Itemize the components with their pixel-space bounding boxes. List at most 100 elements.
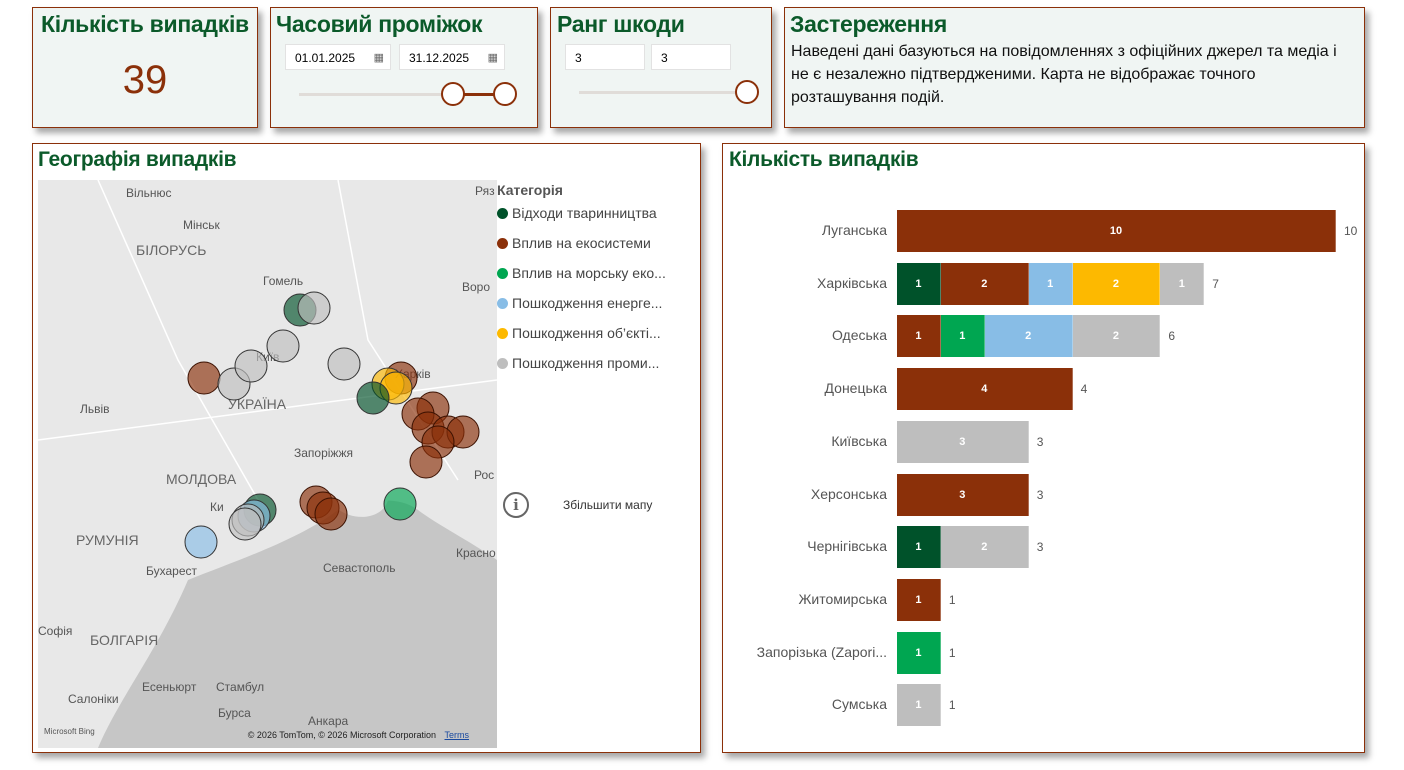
map-place-label: Бурса (218, 706, 251, 720)
map-place-label: БОЛГАРІЯ (90, 632, 159, 648)
bar-total-label: 4 (1080, 382, 1088, 397)
legend-label: Пошкодження об’єкті... (512, 325, 661, 341)
map-place-label: БІЛОРУСЬ (136, 242, 207, 258)
bar-segment[interactable]: 4 (897, 368, 1073, 411)
bar-segment[interactable]: 1 (897, 578, 941, 621)
bar-segment[interactable]: 1 (897, 631, 941, 674)
map-place-label: Рос (474, 468, 495, 482)
chart-title: Кількість випадків (729, 148, 919, 171)
map-place-label: МОЛДОВА (166, 471, 237, 487)
map-place-label: Бухарест (146, 564, 197, 578)
map-title: Географія випадків (38, 148, 237, 171)
map-place-label: Салоніки (68, 692, 119, 706)
legend-item[interactable]: Вплив на екосистеми (497, 228, 666, 258)
legend-label: Відходи тваринництва (512, 205, 657, 221)
map-incident-marker[interactable] (356, 381, 390, 415)
map-incident-marker[interactable] (409, 445, 443, 479)
bar-segment[interactable]: 1 (1028, 262, 1073, 305)
map-incident-marker[interactable] (234, 349, 268, 383)
rank-slider-handle[interactable] (735, 80, 759, 104)
bar-data-label: 1 (915, 541, 922, 554)
legend-item[interactable]: Пошкодження енерге... (497, 288, 666, 318)
map-place-label: Севастополь (323, 561, 396, 575)
map-incident-marker[interactable] (266, 329, 300, 363)
terms-link[interactable]: Terms (444, 730, 470, 740)
category-label: Харківська (817, 274, 887, 291)
bar-total-label: 3 (1036, 487, 1044, 502)
map-place-label: Анкара (308, 714, 349, 728)
zoom-map-button[interactable]: i Збільшити мапу (503, 492, 652, 518)
map-place-label: Стамбул (216, 680, 265, 694)
map-incident-marker[interactable] (297, 291, 331, 325)
bar-segment[interactable]: 2 (1072, 315, 1161, 358)
bar-segment[interactable]: 1 (897, 315, 941, 358)
category-label: Житомирська (798, 590, 887, 607)
bar-data-label: 2 (1025, 330, 1032, 343)
slider-start-handle[interactable] (441, 82, 465, 106)
time-title: Часовий проміжок (276, 11, 483, 37)
map-place-label: Мінськ (183, 218, 220, 232)
bar-data-label: 2 (1112, 330, 1120, 343)
rank-slider-track[interactable] (579, 91, 751, 94)
map-incident-marker[interactable] (187, 361, 221, 395)
bar-data-label: 10 (1109, 225, 1123, 237)
bar-total-label: 7 (1212, 276, 1219, 291)
rank-min-input[interactable]: 3 (565, 44, 645, 70)
end-date-input[interactable]: 31.12.2025 ▦ (399, 44, 505, 70)
calendar-icon[interactable]: ▦ (373, 52, 384, 64)
slider-track[interactable] (299, 93, 505, 96)
bar-segment[interactable]: 1 (897, 262, 941, 305)
disclaimer-card: Застереження Наведені дані базуються на … (784, 7, 1365, 128)
bar-data-label: 2 (981, 277, 988, 290)
bar-segment[interactable]: 1 (897, 526, 941, 569)
map[interactable]: Вільнюс Мінськ БІЛОРУСЬ Гомель Київ Львів УКРА… (38, 180, 497, 748)
map-legend: Категорія Відходи тваринництва Вплив на е… (497, 182, 666, 378)
calendar-icon[interactable]: ▦ (487, 52, 498, 64)
bar-segment[interactable]: 3 (897, 473, 1029, 516)
bar-segment[interactable]: 3 (897, 420, 1029, 463)
disclaimer-text: Наведені дані базуються на повідомленнях… (791, 43, 1337, 106)
bar-segment[interactable]: 1 (897, 684, 941, 727)
map-place-label: Воро (462, 280, 491, 294)
slider-end-handle[interactable] (493, 82, 517, 106)
bar-data-label: 1 (1178, 277, 1185, 290)
legend-item[interactable]: Відходи тваринництва (497, 198, 666, 228)
bar-segment[interactable]: 2 (940, 262, 1029, 305)
kpi-card: Кількість випадків 39 (32, 7, 258, 128)
map-incident-marker[interactable] (327, 347, 361, 381)
category-label: Херсонська (810, 485, 887, 502)
start-date: 01.01.2025 (295, 51, 356, 65)
map-incident-marker[interactable] (314, 497, 348, 531)
legend-item[interactable]: Пошкодження об’єкті... (497, 318, 666, 348)
kpi-value: 39 (122, 58, 168, 102)
bar-segment[interactable]: 1 (1160, 262, 1205, 305)
map-incident-marker[interactable] (184, 525, 218, 559)
bar-segment[interactable]: 1 (940, 315, 985, 358)
info-icon: i (503, 492, 529, 518)
bar-segment[interactable]: 10 (897, 210, 1336, 252)
legend-label: Пошкодження проми... (512, 355, 660, 371)
bar-data-label: 4 (981, 383, 988, 396)
map-place-label: Красно (456, 546, 496, 560)
category-label: Одеська (831, 327, 887, 344)
bar-segment[interactable]: 2 (984, 315, 1073, 358)
rank-slicer: Ранг шкоди 3 3 (550, 7, 772, 128)
legend-dot-icon (497, 207, 508, 219)
map-incident-marker[interactable] (228, 507, 262, 541)
rank-max-input[interactable]: 3 (651, 44, 731, 70)
start-date-input[interactable]: 01.01.2025 ▦ (285, 44, 391, 70)
kpi-title: Кількість випадків (41, 11, 249, 37)
bar-segment[interactable]: 2 (940, 526, 1029, 569)
legend-item[interactable]: Вплив на морську еко... (497, 258, 666, 288)
disclaimer-title: Застереження (790, 11, 947, 37)
legend-dot-icon (497, 237, 508, 249)
bar-segment[interactable]: 2 (1072, 262, 1161, 305)
category-label: Донецька (824, 380, 887, 397)
map-incident-marker[interactable] (383, 487, 417, 521)
legend-dot-icon (497, 297, 508, 309)
legend-item[interactable]: Пошкодження проми... (497, 348, 666, 378)
bar-data-label: 2 (981, 541, 988, 554)
category-label: Луганська (821, 222, 887, 238)
map-place-label: Вільнюс (126, 186, 172, 200)
map-place-label: Ряз (475, 184, 495, 198)
